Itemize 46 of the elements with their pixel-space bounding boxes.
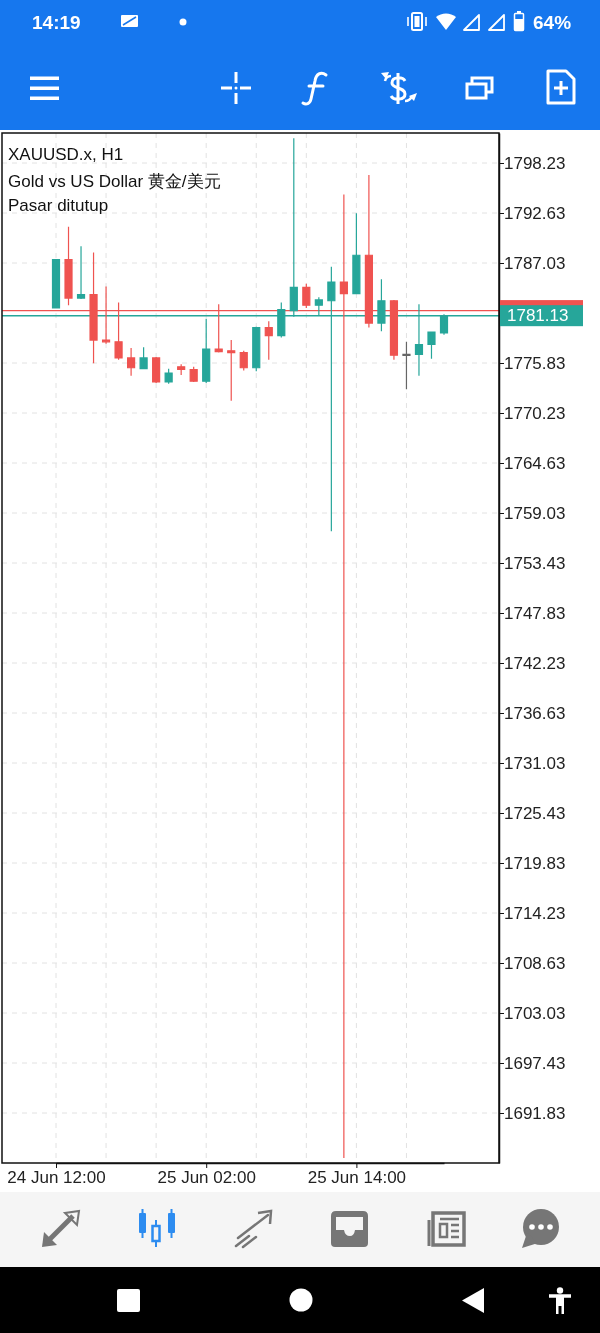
text: 64%	[533, 12, 572, 33]
y-tick-label: 1753.43	[504, 553, 566, 573]
x-tick-label: 24 Jun 12:00	[7, 1168, 106, 1188]
candlestick	[239, 350, 248, 372]
y-tick-label: 1697.43	[504, 1053, 566, 1073]
candlestick	[352, 212, 361, 295]
y-tick-label: 1719.83	[504, 853, 566, 873]
x-tick-label: 25 Jun 02:00	[157, 1168, 256, 1188]
y-tick-label: 1798.23	[504, 153, 566, 173]
y-tick-label: 1742.23	[504, 653, 566, 673]
y-tick-label: 1736.63	[504, 703, 566, 723]
y-tick-label: 1787.03	[504, 253, 566, 273]
candlestick	[302, 283, 311, 309]
ref-line-label: 1781.13	[507, 306, 569, 326]
y-tick-label: 1775.83	[504, 353, 566, 373]
text: 14:19	[32, 12, 81, 33]
y-tick-label: 1708.63	[504, 953, 566, 973]
y-tick-label: 1792.63	[504, 203, 566, 223]
candlestick	[227, 339, 236, 402]
y-tick-label: 1747.83	[504, 603, 566, 623]
y-tick-label: 1691.83	[504, 1103, 566, 1123]
y-tick-label: 1703.03	[504, 1003, 566, 1023]
y-tick-label: 1731.03	[504, 753, 566, 773]
y-tick-label: 1725.43	[504, 803, 566, 823]
candlestick	[402, 341, 411, 390]
candlestick	[177, 363, 186, 376]
text: Gold vs US Dollar 黄金/美元	[8, 172, 221, 191]
candlestick	[252, 326, 261, 372]
annotation: Pasar ditutup	[8, 196, 109, 215]
candlestick	[427, 331, 436, 360]
candlestick	[152, 356, 161, 384]
candlestick	[264, 320, 273, 361]
y-tick-label: 1759.03	[504, 503, 566, 523]
candlestick	[139, 346, 148, 370]
candlestick	[189, 366, 198, 383]
candlestick	[64, 226, 73, 306]
y-tick-label: 1714.23	[504, 903, 566, 923]
candlestick	[202, 318, 211, 384]
y-tick-label: 1764.63	[504, 453, 566, 473]
y-tick-label: 1770.23	[504, 403, 566, 423]
candlestick	[127, 347, 136, 377]
candlestick	[76, 245, 86, 300]
text: XAUUSD.x, H1	[8, 145, 124, 164]
candlestick	[51, 259, 61, 309]
candlestick	[164, 368, 173, 385]
x-tick-label: 25 Jun 14:00	[307, 1168, 407, 1188]
